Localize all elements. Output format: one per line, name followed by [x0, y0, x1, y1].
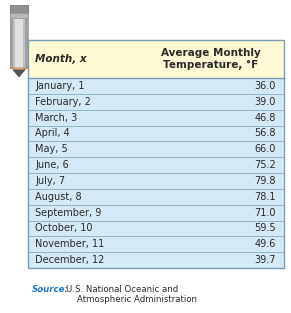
Text: U.S. National Oceanic and
    Atmospheric Administration: U.S. National Oceanic and Atmospheric Ad… — [66, 285, 197, 305]
Text: October, 10: October, 10 — [35, 223, 93, 233]
Polygon shape — [15, 5, 23, 68]
FancyBboxPatch shape — [28, 157, 284, 173]
Polygon shape — [10, 5, 28, 68]
Text: 79.8: 79.8 — [255, 176, 276, 186]
FancyBboxPatch shape — [28, 252, 284, 268]
Text: 66.0: 66.0 — [255, 144, 276, 154]
Text: 39.7: 39.7 — [255, 255, 276, 265]
FancyBboxPatch shape — [28, 236, 284, 252]
FancyBboxPatch shape — [28, 141, 284, 157]
Text: April, 4: April, 4 — [35, 128, 70, 138]
Text: 49.6: 49.6 — [255, 239, 276, 249]
Polygon shape — [13, 70, 25, 77]
Text: December, 12: December, 12 — [35, 255, 104, 265]
Text: 46.8: 46.8 — [255, 113, 276, 123]
Text: 75.2: 75.2 — [254, 160, 276, 170]
Text: 71.0: 71.0 — [255, 208, 276, 218]
FancyBboxPatch shape — [28, 110, 284, 126]
Text: February, 2: February, 2 — [35, 97, 91, 107]
Text: Source:: Source: — [32, 285, 69, 294]
Text: 56.8: 56.8 — [255, 128, 276, 138]
Text: 39.0: 39.0 — [255, 97, 276, 107]
Text: 78.1: 78.1 — [255, 192, 276, 202]
FancyBboxPatch shape — [28, 189, 284, 205]
FancyBboxPatch shape — [28, 126, 284, 141]
Text: 36.0: 36.0 — [255, 81, 276, 91]
Text: March, 3: March, 3 — [35, 113, 77, 123]
FancyBboxPatch shape — [28, 78, 284, 94]
Polygon shape — [10, 13, 28, 18]
Text: 59.5: 59.5 — [254, 223, 276, 233]
Text: January, 1: January, 1 — [35, 81, 84, 91]
FancyBboxPatch shape — [28, 94, 284, 110]
Text: Month, x: Month, x — [35, 54, 87, 64]
Text: July, 7: July, 7 — [35, 176, 65, 186]
Polygon shape — [10, 68, 28, 72]
FancyBboxPatch shape — [28, 205, 284, 220]
FancyBboxPatch shape — [28, 220, 284, 236]
Text: November, 11: November, 11 — [35, 239, 104, 249]
Polygon shape — [10, 5, 13, 68]
FancyBboxPatch shape — [28, 173, 284, 189]
Polygon shape — [25, 5, 28, 68]
Text: September, 9: September, 9 — [35, 208, 101, 218]
Text: June, 6: June, 6 — [35, 160, 69, 170]
Text: May, 5: May, 5 — [35, 144, 68, 154]
Text: Average Monthly
Temperature, °F: Average Monthly Temperature, °F — [161, 48, 261, 70]
Polygon shape — [10, 5, 28, 13]
FancyBboxPatch shape — [28, 40, 284, 78]
Text: August, 8: August, 8 — [35, 192, 81, 202]
